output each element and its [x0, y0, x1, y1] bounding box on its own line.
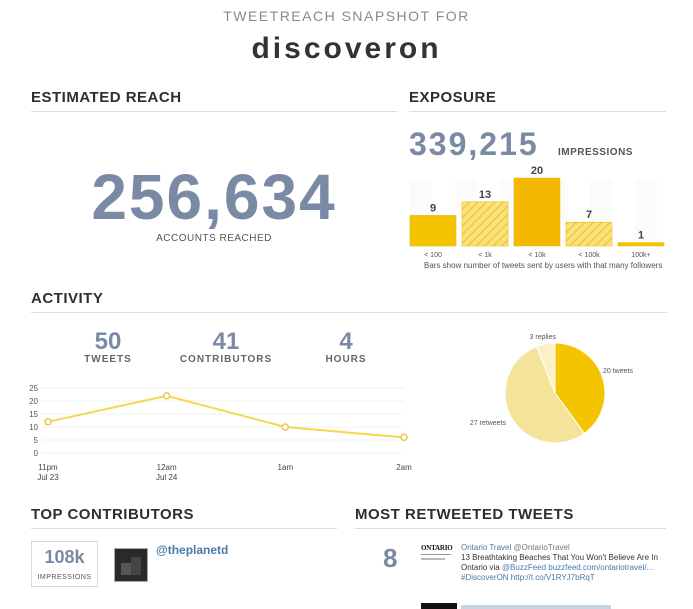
tweet-type-pie-chart: 20 tweets 27 retweets 3 replies [470, 334, 633, 444]
contributor-impressions-value: 108k [44, 547, 85, 567]
exposure-bar-chart: 9 < 100 13 < 1k 20 < 10k 7 < 100k 1 100k+ [409, 165, 665, 259]
exposure-caption: Bars show number of tweets sent by users… [424, 261, 663, 270]
pie-slice-label: 3 replies [530, 334, 557, 341]
impressions-label: IMPRESSIONS [558, 147, 633, 158]
bar-category-label: < 100k [578, 252, 600, 259]
x-tick-label: 2am [396, 463, 412, 472]
activity-heading: ACTIVITY [31, 290, 104, 307]
activity-point [44, 418, 52, 426]
activity-line [47, 394, 405, 439]
contributor-impressions-label: IMPRESSIONS [37, 574, 92, 581]
bar-value-label: 7 [586, 209, 592, 221]
bar-< 1k [461, 201, 509, 247]
reach-heading: ESTIMATED REACH [31, 89, 182, 106]
tweet-author[interactable]: Ontario Travel [461, 543, 512, 552]
tweets-label: TWEETS [84, 354, 132, 365]
reach-label: ACCOUNTS REACHED [156, 233, 272, 244]
y-tick-label: 0 [34, 449, 39, 458]
activity-divider [31, 312, 667, 313]
y-tick-label: 10 [29, 423, 38, 432]
exposure-divider [409, 111, 666, 112]
top-contributors-divider [31, 528, 337, 529]
impressions-value: 339,215 [409, 126, 539, 162]
contributors-count: 41 [212, 328, 240, 355]
bar-category-label: 100k+ [631, 252, 650, 259]
pie-slice [554, 342, 606, 435]
bar-value-label: 1 [638, 230, 644, 242]
bar-100k+ [617, 242, 665, 247]
bar-< 100k [565, 221, 613, 247]
most-retweeted-divider [355, 528, 666, 529]
next-tweet-avatar[interactable] [421, 603, 457, 609]
bar-category-label: < 10k [528, 252, 546, 259]
hours-label: HOURS [325, 354, 367, 365]
retweet-count: 8 [383, 543, 398, 573]
tweet-line2-prefix: Ontario via [461, 563, 502, 572]
contributor-impressions-box: 108k IMPRESSIONS [31, 541, 98, 587]
tweets-count: 50 [94, 328, 122, 355]
page-title: discoveron [251, 32, 442, 65]
top-contributors-heading: TOP CONTRIBUTORS [31, 506, 195, 523]
x-tick-label: 11pm [38, 463, 58, 472]
y-tick-label: 25 [29, 384, 38, 393]
ontario-travel-logo[interactable]: ONTARIO [421, 544, 457, 572]
hours-count: 4 [339, 328, 353, 355]
logo-subline [421, 558, 445, 560]
tweet-shortlink[interactable]: http://t.co/V1RYJ7bRqT [508, 573, 595, 582]
x-tick-label: 12am [157, 463, 177, 472]
most-retweeted-heading: MOST RETWEETED TWEETS [355, 506, 574, 523]
y-tick-label: 15 [29, 410, 38, 419]
bar-< 100 [409, 215, 457, 247]
activity-point [281, 423, 290, 431]
pie-slice-label: 27 retweets [470, 420, 507, 427]
tweet-body: Ontario Travel @OntarioTravel 13 Breatht… [461, 543, 671, 583]
pie-slice [504, 345, 586, 444]
page-kicker: TWEETREACH SNAPSHOT FOR [223, 8, 470, 24]
bar-category-label: < 1k [478, 252, 492, 259]
bar-category-label: < 100 [424, 252, 442, 259]
pie-slice-label: 20 tweets [603, 368, 633, 375]
x-tick-sublabel: Jul 23 [37, 473, 59, 482]
tweet-line1: 13 Breathtaking Beaches That You Won't B… [461, 553, 658, 562]
bar-< 10k [513, 177, 561, 247]
bar-value-label: 9 [430, 202, 436, 214]
x-tick-sublabel: Jul 24 [156, 473, 178, 482]
reach-divider [31, 111, 397, 112]
tweet-link[interactable]: buzzfeed.com/ontariotravel/... [546, 563, 654, 572]
bar-value-label: 13 [479, 189, 491, 201]
bar-bg-stripe [635, 180, 657, 246]
contributor-avatar[interactable] [114, 548, 148, 582]
y-tick-label: 5 [34, 436, 39, 445]
x-tick-label: 1am [278, 463, 294, 472]
tweet-hashtag[interactable]: #DiscoverON [461, 573, 509, 582]
contributor-handle[interactable]: @theplanetd [156, 543, 229, 557]
exposure-heading: EXPOSURE [409, 89, 497, 106]
activity-point [400, 433, 408, 442]
tweet-mention[interactable]: @BuzzFeed [501, 563, 547, 572]
avatar-photo-icon [115, 549, 147, 581]
activity-point [162, 392, 171, 400]
contributors-label: CONTRIBUTORS [179, 354, 273, 365]
reach-value: 256,634 [91, 161, 337, 233]
bar-value-label: 20 [531, 165, 543, 177]
next-tweet-preview [461, 605, 611, 609]
logo-rule [421, 554, 451, 555]
y-tick-label: 20 [29, 397, 38, 406]
logo-text: ONTARIO [421, 544, 453, 552]
tweet-handle[interactable]: @OntarioTravel [513, 543, 570, 552]
pie-slice [535, 342, 556, 394]
